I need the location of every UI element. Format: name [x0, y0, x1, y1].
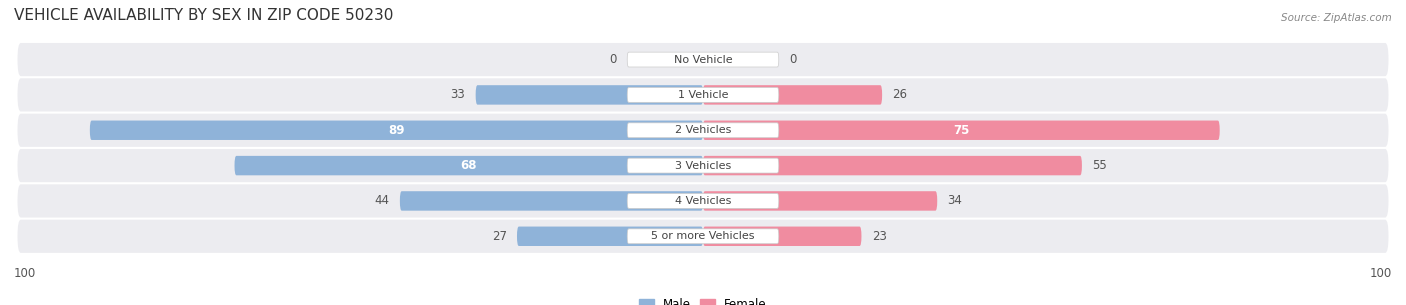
- FancyBboxPatch shape: [90, 120, 703, 140]
- Text: 26: 26: [893, 88, 907, 102]
- FancyBboxPatch shape: [17, 220, 1389, 253]
- FancyBboxPatch shape: [17, 184, 1389, 217]
- Text: 5 or more Vehicles: 5 or more Vehicles: [651, 231, 755, 241]
- Text: 0: 0: [789, 53, 796, 66]
- Text: No Vehicle: No Vehicle: [673, 55, 733, 65]
- Text: 4 Vehicles: 4 Vehicles: [675, 196, 731, 206]
- FancyBboxPatch shape: [703, 120, 1219, 140]
- FancyBboxPatch shape: [399, 191, 703, 211]
- Text: 34: 34: [948, 194, 963, 207]
- Text: 2 Vehicles: 2 Vehicles: [675, 125, 731, 135]
- Text: VEHICLE AVAILABILITY BY SEX IN ZIP CODE 50230: VEHICLE AVAILABILITY BY SEX IN ZIP CODE …: [14, 8, 394, 23]
- Text: 100: 100: [14, 267, 37, 280]
- Text: 23: 23: [872, 230, 887, 243]
- FancyBboxPatch shape: [17, 78, 1389, 112]
- Text: 89: 89: [388, 124, 405, 137]
- FancyBboxPatch shape: [17, 43, 1389, 76]
- FancyBboxPatch shape: [17, 114, 1389, 147]
- Legend: Male, Female: Male, Female: [634, 293, 772, 305]
- FancyBboxPatch shape: [703, 227, 862, 246]
- FancyBboxPatch shape: [475, 85, 703, 105]
- Text: 33: 33: [450, 88, 465, 102]
- FancyBboxPatch shape: [627, 193, 779, 208]
- FancyBboxPatch shape: [627, 229, 779, 244]
- FancyBboxPatch shape: [17, 149, 1389, 182]
- Text: 55: 55: [1092, 159, 1107, 172]
- FancyBboxPatch shape: [703, 85, 882, 105]
- Text: 100: 100: [1369, 267, 1392, 280]
- Text: 27: 27: [492, 230, 506, 243]
- Text: 0: 0: [610, 53, 617, 66]
- FancyBboxPatch shape: [235, 156, 703, 175]
- FancyBboxPatch shape: [627, 88, 779, 102]
- FancyBboxPatch shape: [627, 123, 779, 138]
- FancyBboxPatch shape: [627, 52, 779, 67]
- FancyBboxPatch shape: [627, 158, 779, 173]
- FancyBboxPatch shape: [703, 191, 938, 211]
- Text: 75: 75: [953, 124, 970, 137]
- Text: 1 Vehicle: 1 Vehicle: [678, 90, 728, 100]
- Text: 3 Vehicles: 3 Vehicles: [675, 161, 731, 170]
- FancyBboxPatch shape: [703, 156, 1083, 175]
- FancyBboxPatch shape: [517, 227, 703, 246]
- Text: 44: 44: [374, 194, 389, 207]
- Text: Source: ZipAtlas.com: Source: ZipAtlas.com: [1281, 13, 1392, 23]
- Text: 68: 68: [461, 159, 477, 172]
